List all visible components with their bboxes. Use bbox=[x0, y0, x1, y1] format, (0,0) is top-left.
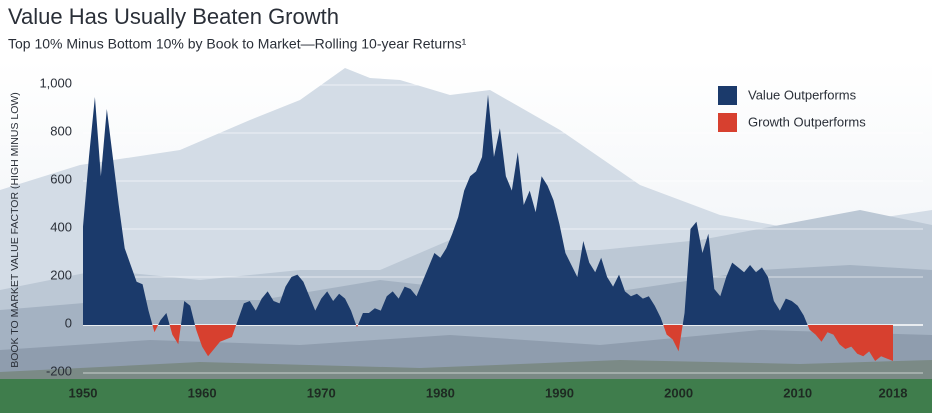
grass bbox=[0, 379, 932, 413]
x-tick-label: 1990 bbox=[545, 385, 574, 400]
y-tick-label: 400 bbox=[50, 219, 72, 234]
chart-title: Value Has Usually Beaten Growth bbox=[8, 4, 339, 29]
y-tick-label: 600 bbox=[50, 171, 72, 186]
x-tick-label: 1970 bbox=[307, 385, 336, 400]
y-tick-label: 800 bbox=[50, 123, 72, 138]
x-tick-label: 1960 bbox=[188, 385, 217, 400]
x-tick-label: 1980 bbox=[426, 385, 455, 400]
y-tick-label: 1,000 bbox=[39, 75, 72, 90]
y-axis-label: BOOK TO MARKET VALUE FACTOR (HIGH MINUS … bbox=[9, 92, 21, 368]
legend-swatch bbox=[718, 113, 737, 132]
chart-subtitle: Top 10% Minus Bottom 10% by Book to Mark… bbox=[8, 36, 467, 52]
legend-swatch bbox=[718, 86, 737, 105]
area bbox=[83, 94, 893, 361]
x-tick-label: 2018 bbox=[879, 385, 908, 400]
y-tick-label: -200 bbox=[46, 363, 72, 378]
y-tick-label: 200 bbox=[50, 267, 72, 282]
legend-label: Growth Outperforms bbox=[748, 114, 866, 129]
x-tick-label: 1950 bbox=[69, 385, 98, 400]
y-tick-label: 0 bbox=[65, 315, 72, 330]
x-tick-label: 2010 bbox=[783, 385, 812, 400]
x-tick-label: 2000 bbox=[664, 385, 693, 400]
legend-label: Value Outperforms bbox=[748, 87, 857, 102]
